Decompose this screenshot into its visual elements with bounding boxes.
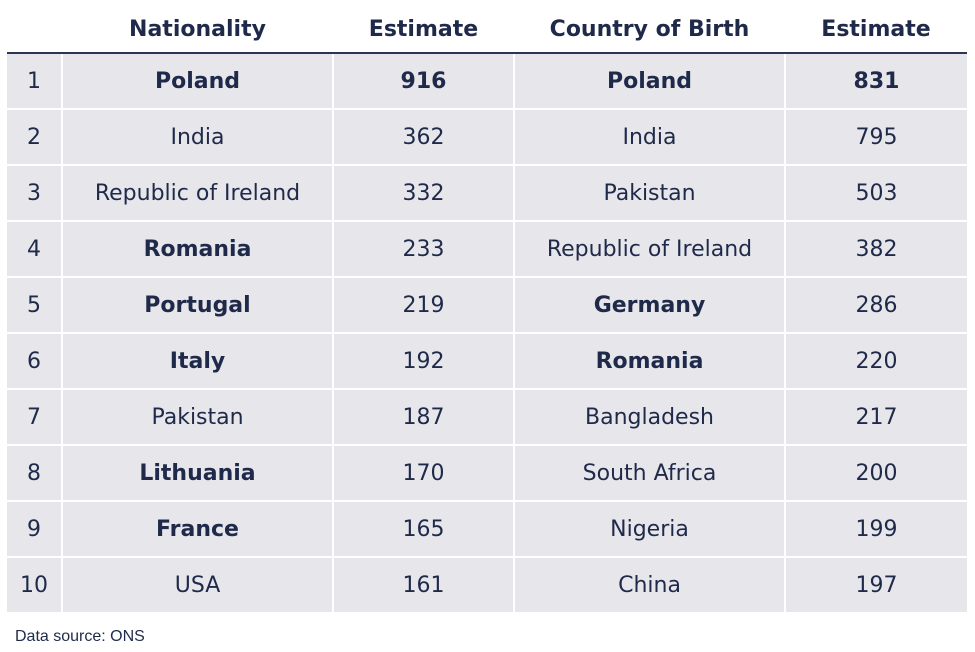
birth-estimate-cell: 503 xyxy=(785,164,967,221)
rank-cell: 1 xyxy=(7,53,63,109)
rank-cell: 7 xyxy=(7,388,63,445)
ranking-table: Nationality Estimate Country of Birth Es… xyxy=(7,7,967,612)
birth-estimate-cell: 795 xyxy=(785,108,967,165)
table-row: 6 Italy 192 Romania 220 xyxy=(7,332,967,389)
nationality-cell: Republic of Ireland xyxy=(62,164,334,221)
country-of-birth-cell: South Africa xyxy=(514,444,786,501)
rank-cell: 3 xyxy=(7,164,63,221)
table-row: 5 Portugal 219 Germany 286 xyxy=(7,276,967,333)
table-row: 8 Lithuania 170 South Africa 200 xyxy=(7,444,967,501)
header-birth-estimate: Estimate xyxy=(785,7,967,54)
nationality-cell: India xyxy=(62,108,334,165)
nationality-estimate-cell: 161 xyxy=(333,556,515,612)
nationality-estimate-cell: 916 xyxy=(333,53,515,109)
table-row: 10 USA 161 China 197 xyxy=(7,556,967,612)
rank-cell: 5 xyxy=(7,276,63,333)
nationality-cell: Pakistan xyxy=(62,388,334,445)
country-of-birth-cell: China xyxy=(514,556,786,612)
birth-estimate-cell: 220 xyxy=(785,332,967,389)
country-of-birth-cell: India xyxy=(514,108,786,165)
nationality-cell: Portugal xyxy=(62,276,334,333)
country-of-birth-cell: Nigeria xyxy=(514,500,786,557)
nationality-cell: Romania xyxy=(62,220,334,277)
country-of-birth-cell: Bangladesh xyxy=(514,388,786,445)
nationality-cell: USA xyxy=(62,556,334,612)
nationality-cell: Poland xyxy=(62,53,334,109)
birth-estimate-cell: 200 xyxy=(785,444,967,501)
nationality-estimate-cell: 362 xyxy=(333,108,515,165)
birth-estimate-cell: 199 xyxy=(785,500,967,557)
country-of-birth-cell: Republic of Ireland xyxy=(514,220,786,277)
table-row: 9 France 165 Nigeria 199 xyxy=(7,500,967,557)
country-of-birth-cell: Poland xyxy=(514,53,786,109)
rank-cell: 10 xyxy=(7,556,63,612)
nationality-estimate-cell: 187 xyxy=(333,388,515,445)
nationality-estimate-cell: 233 xyxy=(333,220,515,277)
nationality-estimate-cell: 192 xyxy=(333,332,515,389)
rank-cell: 9 xyxy=(7,500,63,557)
table-row: 2 India 362 India 795 xyxy=(7,108,967,165)
header-nationality: Nationality xyxy=(62,7,333,54)
nationality-cell: France xyxy=(62,500,334,557)
rank-cell: 4 xyxy=(7,220,63,277)
country-of-birth-cell: Pakistan xyxy=(514,164,786,221)
birth-estimate-cell: 197 xyxy=(785,556,967,612)
table-row: 7 Pakistan 187 Bangladesh 217 xyxy=(7,388,967,445)
nationality-estimate-cell: 165 xyxy=(333,500,515,557)
nationality-estimate-cell: 332 xyxy=(333,164,515,221)
data-source-note: Data source: ONS xyxy=(15,628,145,645)
rank-cell: 6 xyxy=(7,332,63,389)
table-row: 1 Poland 916 Poland 831 xyxy=(7,53,967,109)
nationality-cell: Lithuania xyxy=(62,444,334,501)
birth-estimate-cell: 217 xyxy=(785,388,967,445)
header-nationality-estimate: Estimate xyxy=(333,7,514,54)
table-row: 4 Romania 233 Republic of Ireland 382 xyxy=(7,220,967,277)
header-rank xyxy=(7,7,62,54)
nationality-cell: Italy xyxy=(62,332,334,389)
country-of-birth-cell: Germany xyxy=(514,276,786,333)
birth-estimate-cell: 831 xyxy=(785,53,967,109)
header-row: Nationality Estimate Country of Birth Es… xyxy=(7,7,967,54)
header-country-of-birth: Country of Birth xyxy=(514,7,785,54)
nationality-estimate-cell: 219 xyxy=(333,276,515,333)
rank-cell: 8 xyxy=(7,444,63,501)
rank-cell: 2 xyxy=(7,108,63,165)
table-body: 1 Poland 916 Poland 831 2 India 362 India 795 3 Rep… xyxy=(7,53,967,612)
nationality-estimate-cell: 170 xyxy=(333,444,515,501)
birth-estimate-cell: 382 xyxy=(785,220,967,277)
table-row: 3 Republic of Ireland 332 Pakistan 503 xyxy=(7,164,967,221)
birth-estimate-cell: 286 xyxy=(785,276,967,333)
country-of-birth-cell: Romania xyxy=(514,332,786,389)
